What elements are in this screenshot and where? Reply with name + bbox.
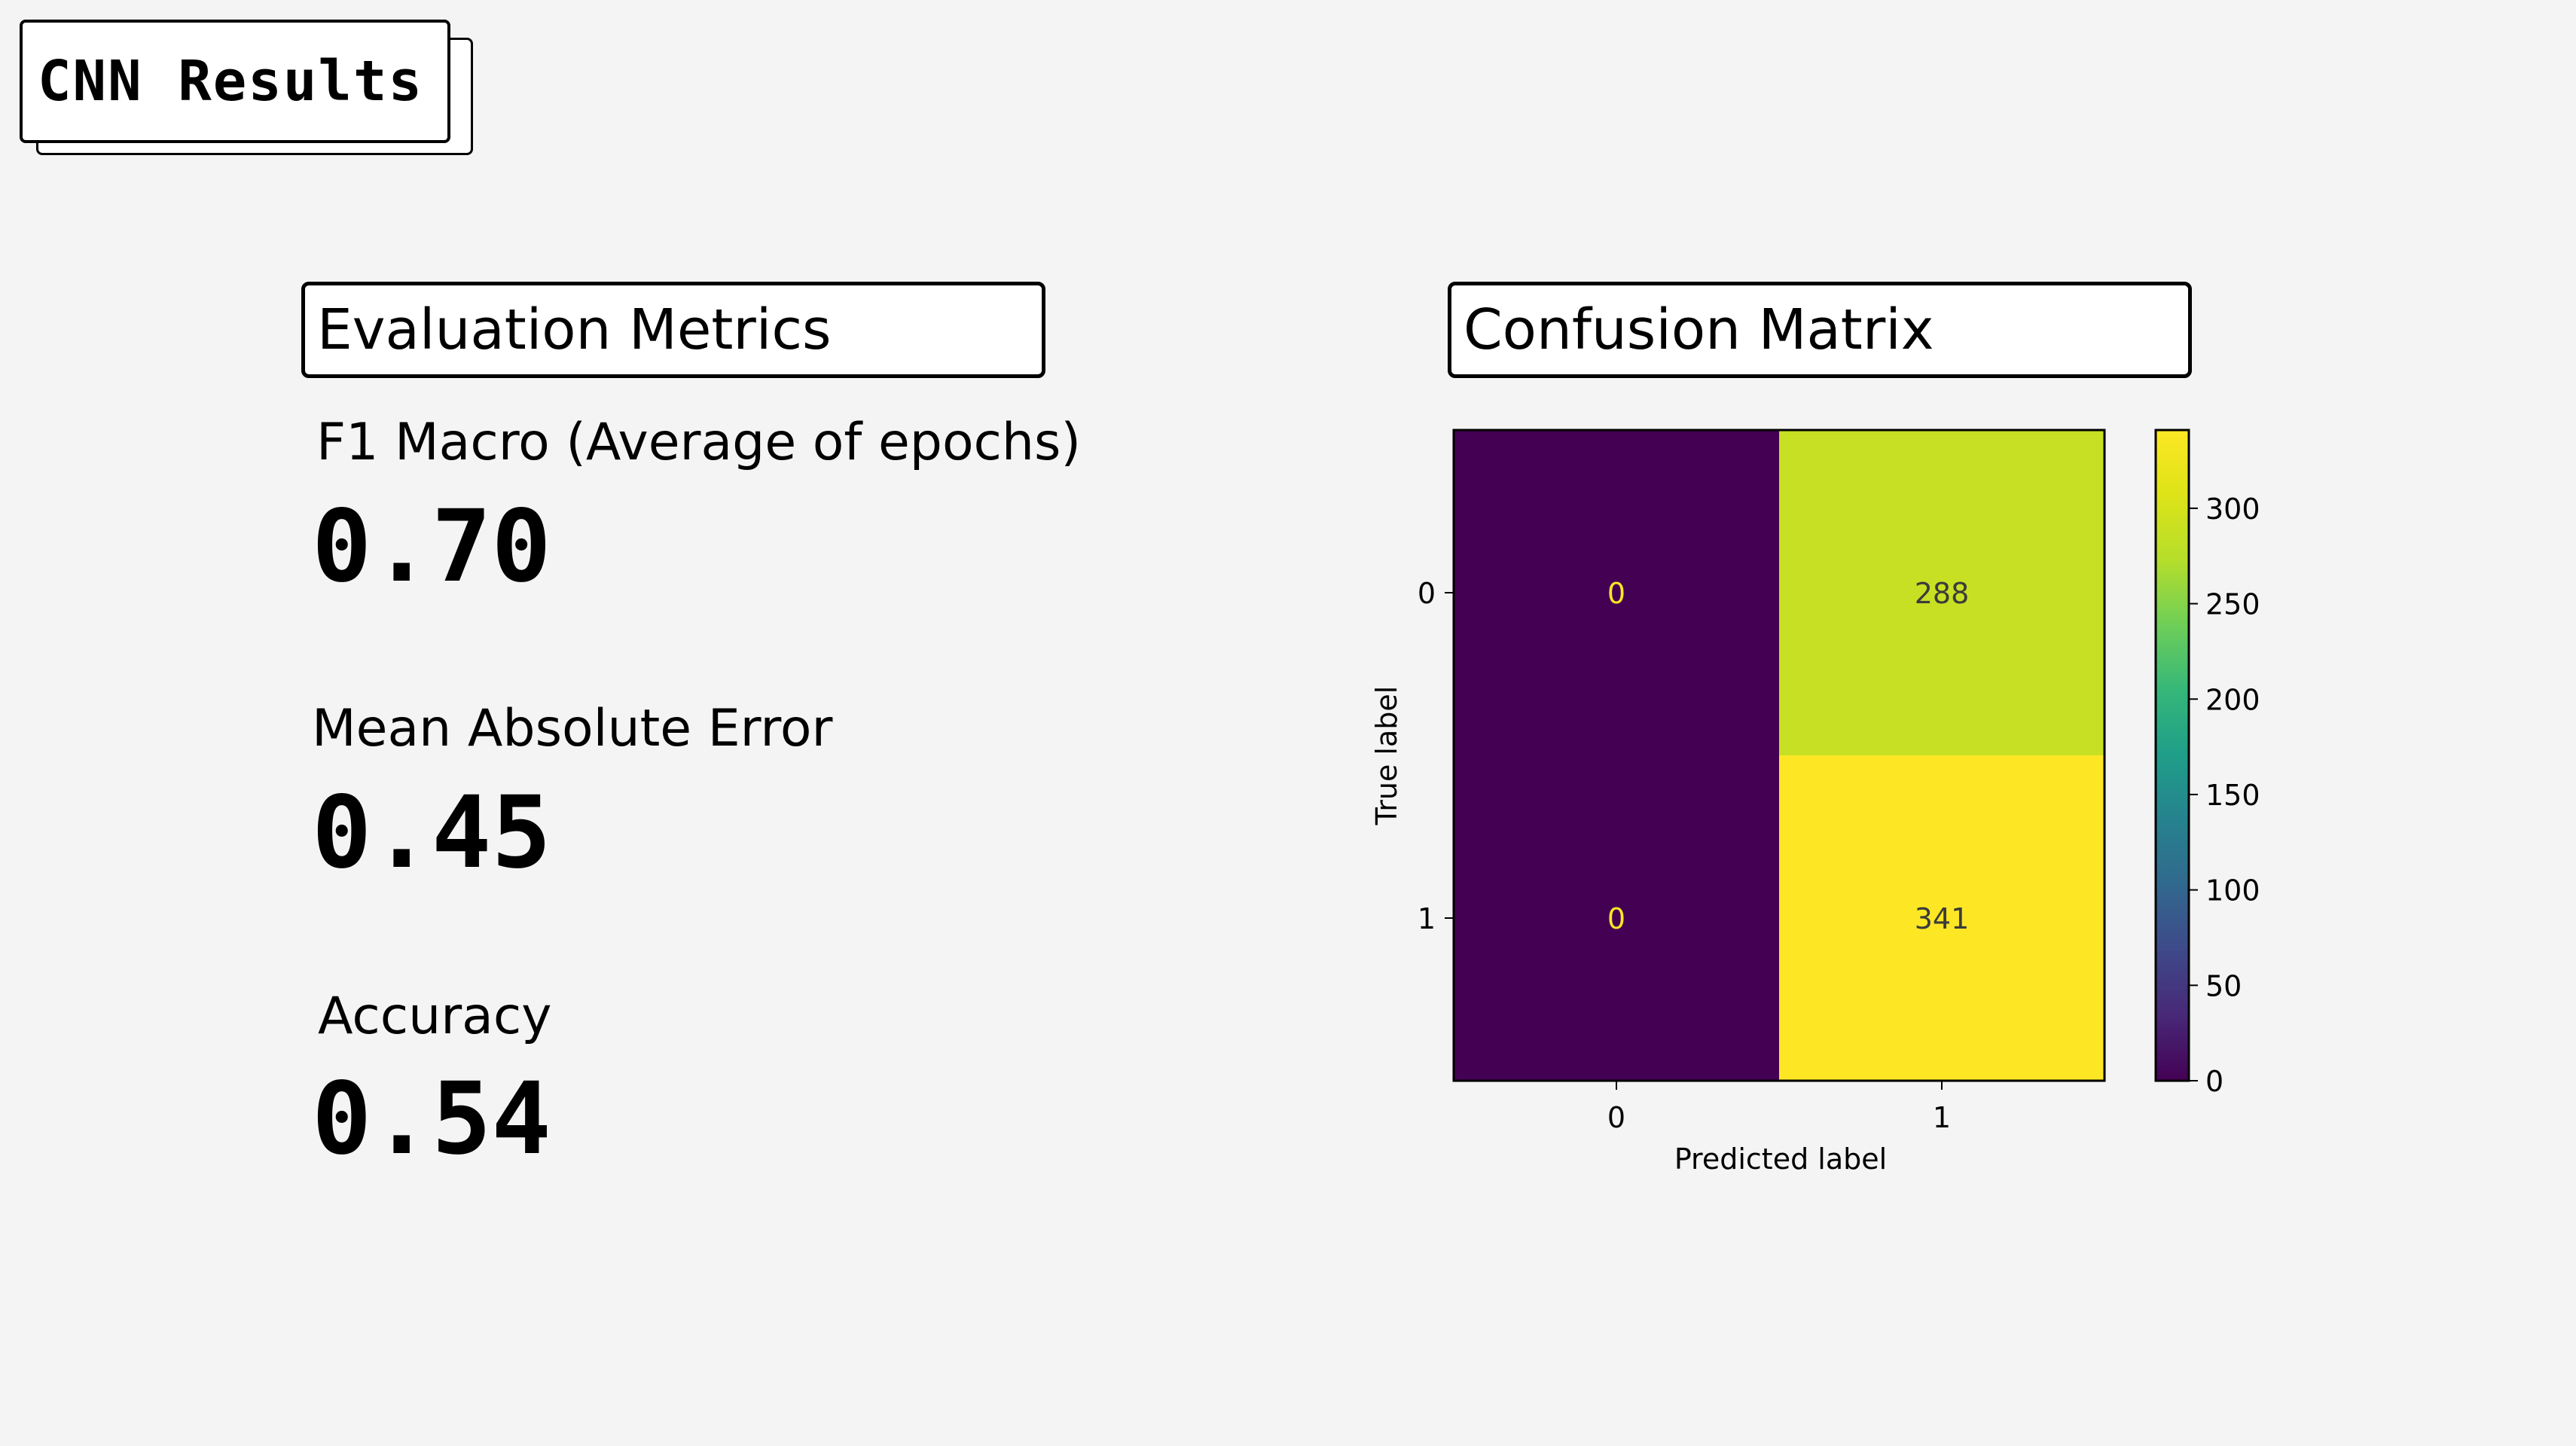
metrics-header: Evaluation Metrics: [317, 297, 832, 362]
metric-value-accuracy: 0.54: [312, 1061, 551, 1177]
cm-cell-1-0: [1454, 755, 1779, 1081]
y-tick-label-0: 0: [1418, 577, 1436, 610]
cm-cell-label-0-0: 0: [1607, 577, 1625, 610]
cm-frame: [1452, 429, 2106, 1082]
colorbar-tick-label-150: 150: [2205, 779, 2260, 812]
matrix-header: Confusion Matrix: [1463, 297, 1934, 362]
metric-value-f1: 0.70: [312, 489, 551, 605]
colorbar-tick-label-100: 100: [2205, 874, 2260, 908]
cm-cell-label-0-1: 288: [1915, 577, 1970, 610]
colorbar-tick-label-200: 200: [2205, 683, 2260, 716]
metric-label-mae: Mean Absolute Error: [312, 699, 833, 758]
cm-cell-label-1-0: 0: [1607, 902, 1625, 935]
metric-label-accuracy: Accuracy: [318, 987, 552, 1046]
matrix-header-box: Confusion Matrix: [1448, 282, 2192, 378]
cm-cell-1-1: [1779, 755, 2104, 1081]
cm-cell-0-1: [1779, 430, 2104, 755]
metric-label-f1: F1 Macro (Average of epochs): [316, 413, 1081, 472]
title-badge: CNN Results: [20, 20, 450, 143]
page-title: CNN Results: [38, 49, 424, 114]
x-axis-label: Predicted label: [1674, 1142, 1887, 1176]
cm-cell-label-1-1: 341: [1915, 902, 1970, 935]
metrics-header-box: Evaluation Metrics: [301, 282, 1045, 378]
colorbar-tick-label-50: 50: [2205, 969, 2242, 1002]
colorbar: [2154, 429, 2190, 1082]
cm-cell-0-0: [1454, 430, 1779, 755]
x-tick-label-0: 0: [1607, 1101, 1625, 1134]
y-tick-label-1: 1: [1418, 902, 1436, 935]
y-axis-label: True label: [1370, 686, 1403, 826]
colorbar-tick-label-300: 300: [2205, 493, 2260, 526]
colorbar-tick-label-0: 0: [2205, 1065, 2223, 1098]
x-tick-label-1: 1: [1933, 1101, 1951, 1134]
metric-value-mae: 0.45: [312, 775, 551, 891]
colorbar-tick-label-250: 250: [2205, 588, 2260, 621]
